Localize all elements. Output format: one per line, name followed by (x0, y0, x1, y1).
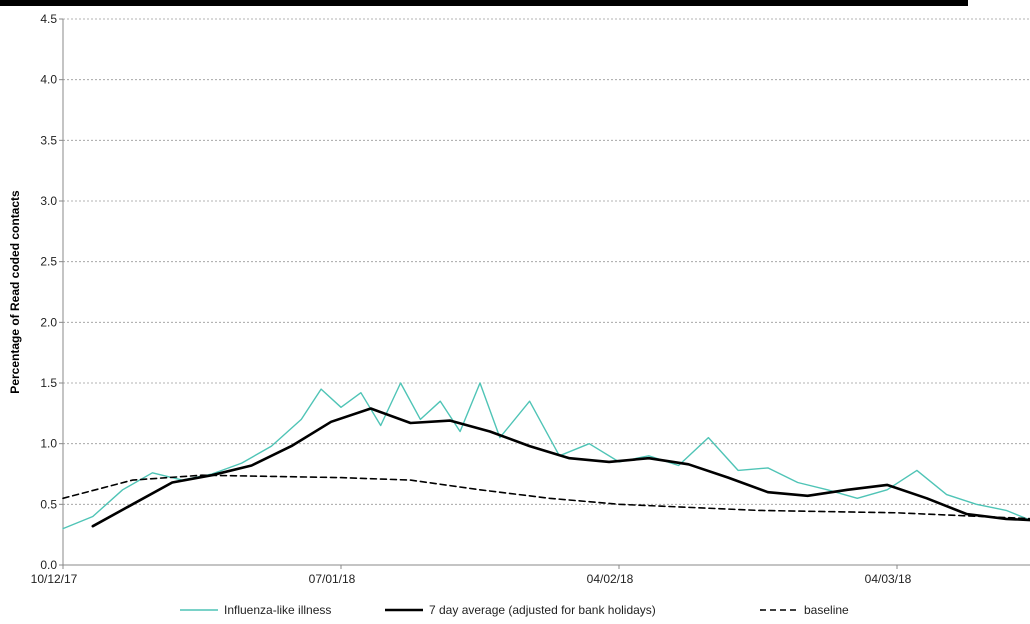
legend-label-0: Influenza-like illness (224, 603, 331, 617)
series-layer (62, 382, 1030, 530)
grid-layer (59, 18, 1030, 566)
y-tick-label: 4.5 (40, 12, 57, 26)
x-tick-labels: 10/12/1707/01/1804/02/1804/03/1801/04/18… (31, 565, 912, 586)
y-tick-label: 1.5 (40, 376, 57, 390)
x-tick-label: 04/02/18 (587, 572, 634, 586)
y-tick-label: 4.0 (40, 73, 57, 87)
legend-label-2: baseline (804, 603, 849, 617)
y-tick-label: 1.0 (40, 437, 57, 451)
axis-layer (62, 19, 1030, 566)
legend-label-1: 7 day average (adjusted for bank holiday… (429, 603, 656, 617)
x-tick-label: 10/12/17 (31, 572, 78, 586)
y-tick-label: 2.0 (40, 315, 57, 329)
series-line-1 (91, 407, 1030, 528)
x-tick-label: 07/01/18 (309, 572, 356, 586)
y-tick-label: 0.5 (40, 497, 57, 511)
series-line-0 (62, 382, 1030, 530)
legend: Influenza-like illness 7 day average (adj… (180, 603, 849, 617)
top-border-bar (0, 0, 968, 6)
y-tick-label: 3.5 (40, 133, 57, 147)
x-tick-label: 04/03/18 (865, 572, 912, 586)
y-tick-labels: 0.0 0.5 1.0 1.5 2.0 2.5 3.0 3.5 4.0 4.5 (40, 12, 57, 572)
y-tick-label: 3.0 (40, 194, 57, 208)
y-tick-label: 0.0 (40, 558, 57, 572)
y-tick-label: 2.5 (40, 255, 57, 269)
y-axis-title: Percentage of Read coded contacts (8, 190, 22, 394)
series-line-2 (62, 474, 1030, 520)
